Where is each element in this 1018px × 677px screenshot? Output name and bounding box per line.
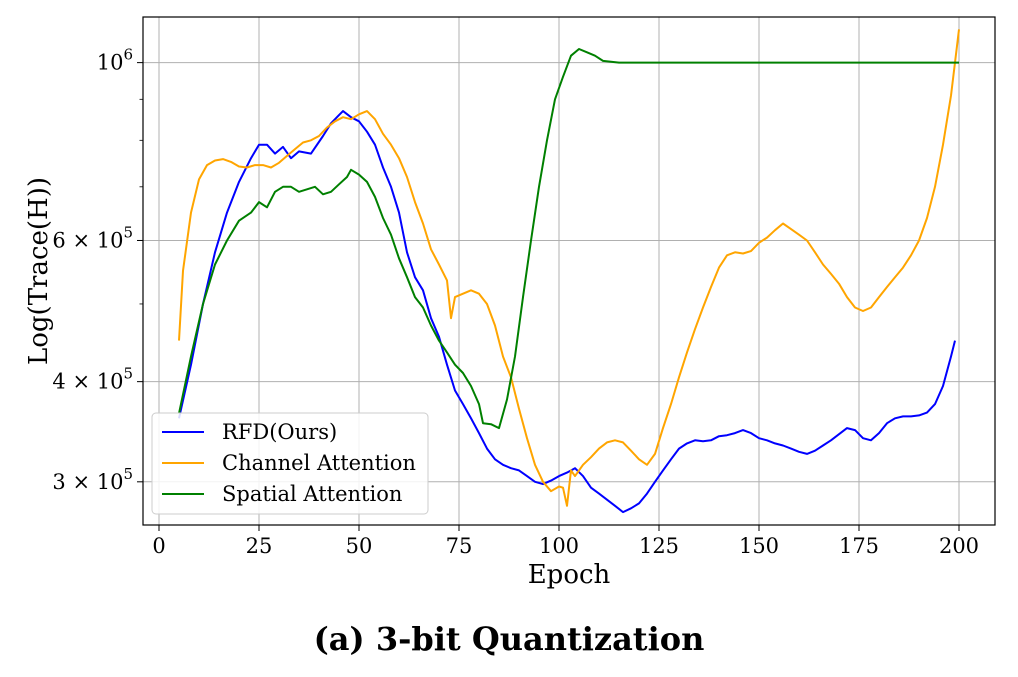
x-axis-label: Epoch <box>528 560 611 590</box>
legend-box <box>151 412 429 515</box>
figure-caption: (a) 3-bit Quantization <box>313 620 705 658</box>
y-tick-label: 6 × 105 <box>52 223 133 252</box>
legend-label: Channel Attention <box>222 451 416 475</box>
x-tick-label: 100 <box>539 534 579 558</box>
x-tick-label: 125 <box>639 534 679 558</box>
plot-frame <box>142 16 996 526</box>
y-axis-label: Log(Trace(H)) <box>24 177 54 365</box>
x-tick-label: 175 <box>839 534 879 558</box>
x-tick-label: 25 <box>246 534 273 558</box>
x-tick-label: 75 <box>446 534 473 558</box>
series-line-channel-attention <box>178 29 960 507</box>
x-tick-label: 150 <box>739 534 779 558</box>
axis-ticks: 0 25 50 75 100 125 150 175 200 3 × 105 4 × 105 6 × … <box>52 46 979 558</box>
series-line-rfd-ours <box>178 110 956 514</box>
y-tick-label: 106 <box>97 46 133 75</box>
series-lines <box>178 29 960 514</box>
legend: RFD(Ours) Channel Attention Spatial Attent… <box>151 412 429 515</box>
series-line-spatial-attention <box>178 48 959 430</box>
y-tick-label: 4 × 105 <box>52 365 133 394</box>
x-tick-label: 200 <box>939 534 979 558</box>
x-tick-label: 50 <box>346 534 373 558</box>
x-tick-label: 0 <box>152 534 165 558</box>
legend-label: Spatial Attention <box>222 482 402 506</box>
y-tick-label: 3 × 105 <box>52 465 133 494</box>
legend-label: RFD(Ours) <box>222 420 337 444</box>
